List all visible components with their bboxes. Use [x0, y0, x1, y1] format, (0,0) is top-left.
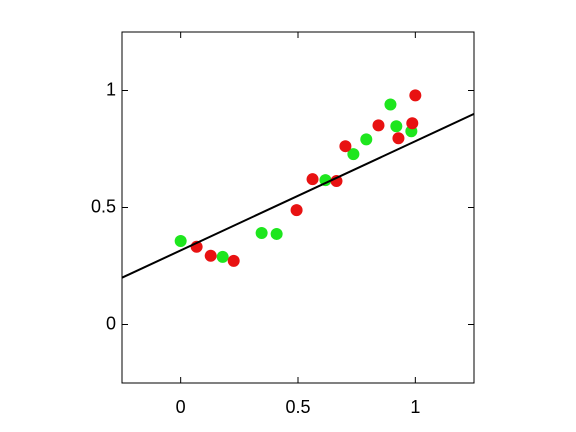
point [174, 234, 187, 247]
point [319, 174, 332, 187]
point [406, 117, 419, 130]
point [339, 140, 352, 153]
point [270, 227, 283, 240]
x-tick-label: 1 [410, 397, 420, 417]
point [290, 204, 303, 217]
point [255, 227, 268, 240]
point [216, 250, 229, 263]
y-tick-label: 0 [106, 313, 116, 333]
point [409, 89, 422, 102]
point [372, 119, 385, 132]
y-tick-label: 0.5 [91, 196, 116, 216]
point [360, 133, 373, 146]
x-tick-label: 0 [176, 397, 186, 417]
point [204, 249, 217, 262]
point [347, 148, 360, 161]
y-tick-label: 1 [106, 79, 116, 99]
point [227, 254, 240, 267]
point [390, 120, 403, 133]
point [330, 175, 343, 188]
point [306, 173, 319, 186]
fit-line [121, 112, 475, 279]
point [384, 98, 397, 111]
x-tick-label: 0.5 [285, 397, 310, 417]
point [392, 132, 405, 145]
